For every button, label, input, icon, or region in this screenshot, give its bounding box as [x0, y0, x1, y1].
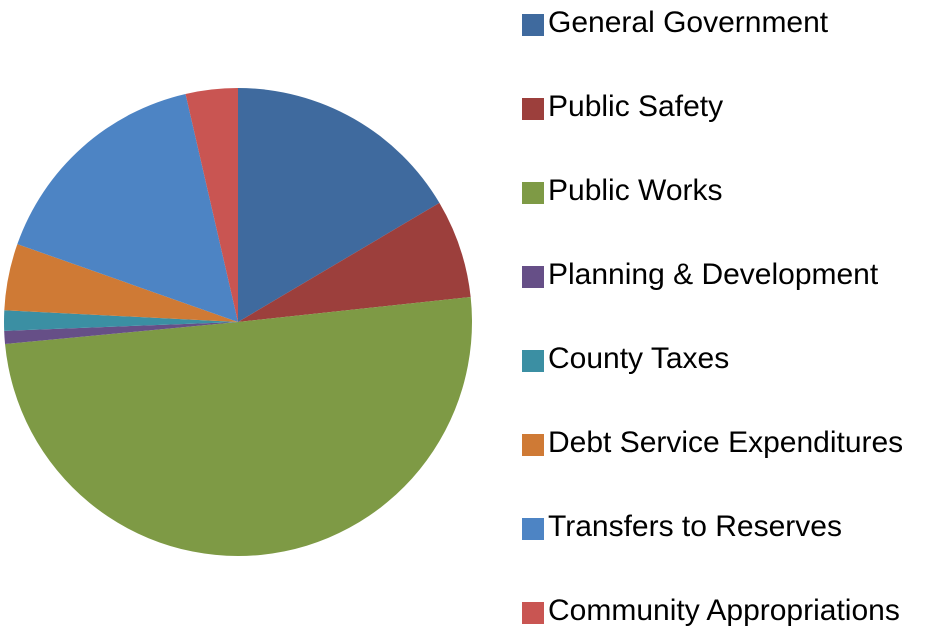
pie-slice — [3, 310, 238, 331]
pie-slice — [238, 202, 471, 322]
legend-label: County Taxes — [548, 342, 729, 375]
legend-label: Community Appropriations — [548, 594, 900, 627]
legend-swatch — [522, 518, 544, 540]
legend-swatch — [522, 98, 544, 120]
legend-swatch — [522, 434, 544, 456]
legend-swatch — [522, 182, 544, 204]
legend-swatch — [522, 266, 544, 288]
pie-slice — [4, 322, 239, 345]
pie-slice — [4, 244, 239, 322]
pie-slice — [185, 88, 238, 322]
legend-label: Public Safety — [548, 90, 723, 123]
legend-label: Public Works — [548, 174, 723, 207]
pie-slice — [17, 93, 239, 322]
legend-label: Transfers to Reserves — [548, 510, 842, 543]
legend-label: Planning & Development — [548, 258, 879, 291]
legend-swatch — [522, 14, 544, 36]
legend-label: Debt Service Expenditures — [548, 426, 903, 459]
legend-swatch — [522, 350, 544, 372]
legend-swatch — [522, 602, 544, 624]
pie-slice — [5, 297, 472, 556]
pie-slice — [238, 88, 440, 322]
legend-label: General Government — [548, 6, 829, 39]
